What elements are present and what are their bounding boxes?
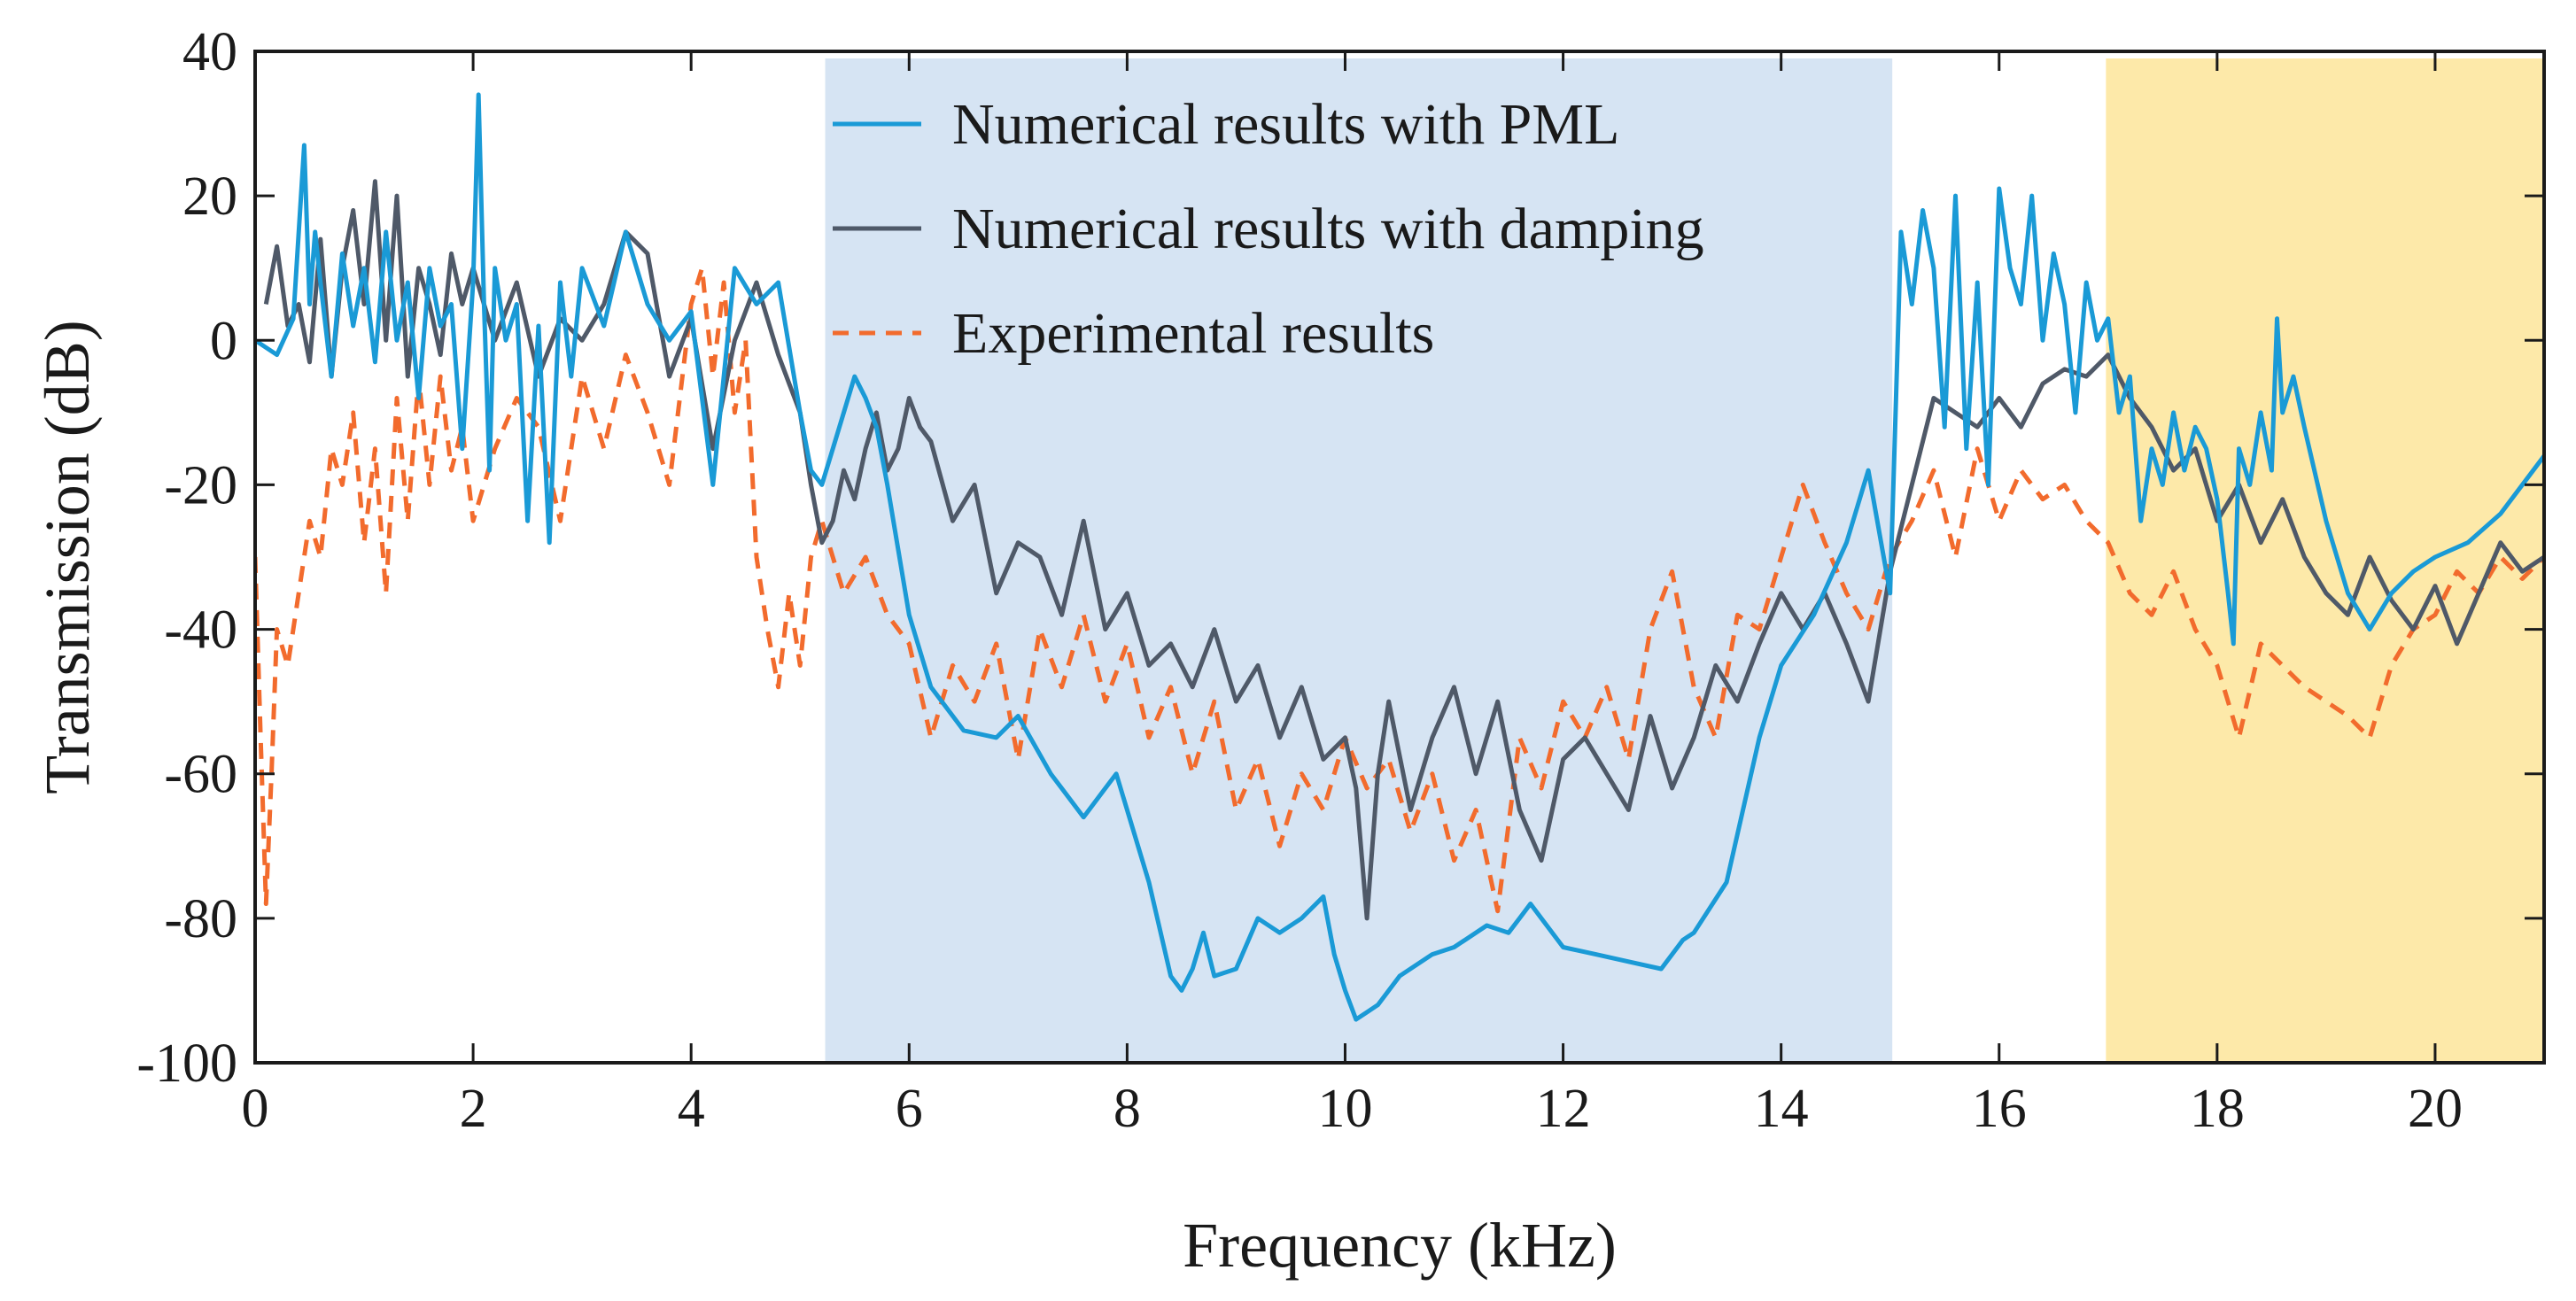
x-tick-label: 16 xyxy=(1972,1079,2027,1139)
data-series xyxy=(255,92,2544,1022)
legend-label-3: Experimental results xyxy=(952,301,1434,366)
series-line-1 xyxy=(255,92,2544,1022)
x-axis-title: Frequency (kHz) xyxy=(1183,1210,1617,1281)
y-tick-label: -100 xyxy=(136,1034,237,1094)
x-tick-label: 14 xyxy=(1754,1079,1809,1139)
y-tick-label: -60 xyxy=(164,745,237,805)
x-tick-label: 10 xyxy=(1317,1079,1372,1139)
legend: Numerical results with PML Numerical resu… xyxy=(833,92,1704,366)
series-line-3 xyxy=(255,266,2544,914)
legend-label-1: Numerical results with PML xyxy=(952,92,1619,157)
y-axis-title: Transmission (dB) xyxy=(32,320,103,794)
legend-label-2: Numerical results with damping xyxy=(952,197,1704,261)
x-tick-label: 12 xyxy=(1536,1079,1591,1139)
x-tick-label: 6 xyxy=(896,1079,923,1139)
band-gap-1 xyxy=(825,58,1893,1063)
x-tick-label: 0 xyxy=(242,1079,269,1139)
y-tick-label: 0 xyxy=(210,311,237,371)
x-tick-label: 20 xyxy=(2408,1079,2463,1139)
band-gap-2 xyxy=(2106,58,2544,1063)
x-tick-label: 2 xyxy=(460,1079,487,1139)
plot-frame xyxy=(253,50,2546,1065)
x-tick-label: 8 xyxy=(1113,1079,1141,1139)
band-regions xyxy=(825,58,2544,1063)
x-tick-label: 4 xyxy=(678,1079,705,1139)
y-tick-label: -80 xyxy=(164,889,237,949)
y-tick-label: -40 xyxy=(164,600,237,661)
axis-ticks: 0 2 4 6 8 10 12 14 16 18 20 -100 -80 -60 -40 -20 0 20 40 xyxy=(136,22,2544,1139)
x-tick-label: 18 xyxy=(2190,1079,2245,1139)
y-tick-label: 20 xyxy=(182,166,237,227)
y-tick-label: 40 xyxy=(182,22,237,82)
y-tick-label: -20 xyxy=(164,455,237,515)
